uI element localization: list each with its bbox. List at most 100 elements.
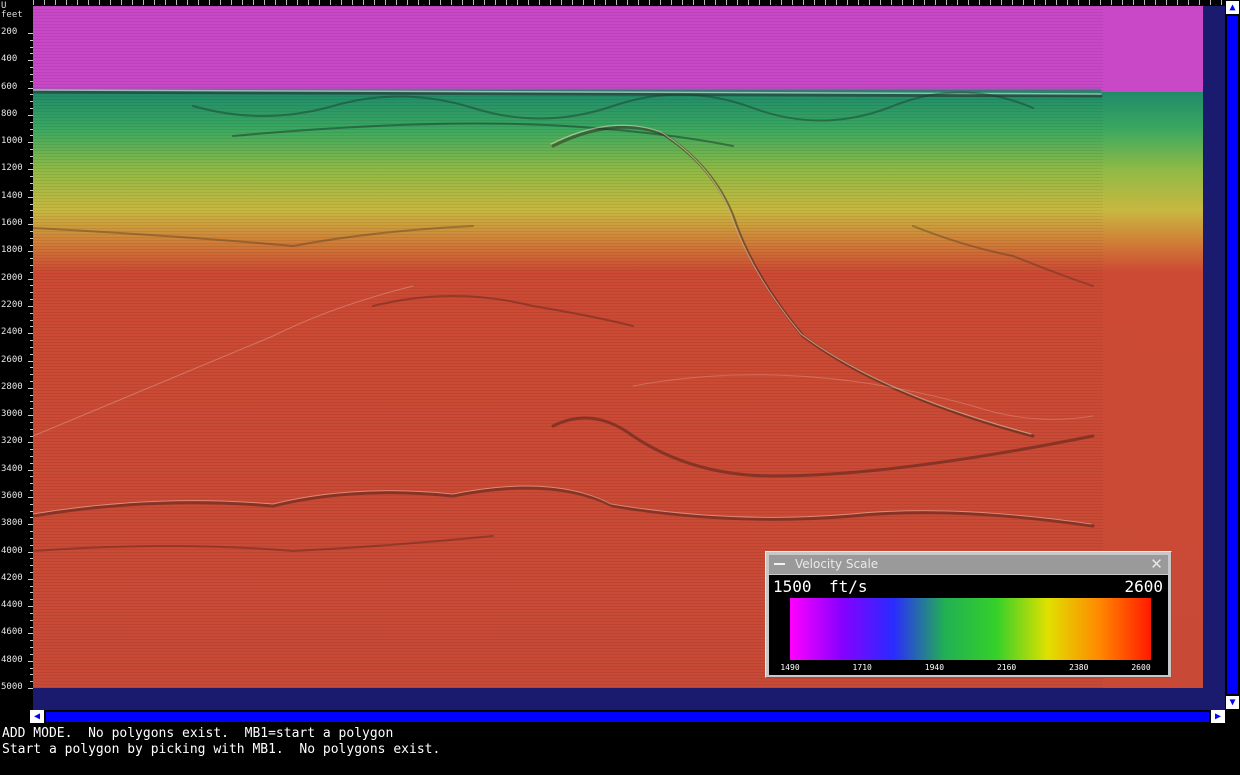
ruler-tick bbox=[1045, 0, 1046, 5]
ruler-tick bbox=[495, 0, 496, 5]
axis-minor-tick bbox=[30, 435, 33, 437]
velocity-window-titlebar[interactable]: Velocity Scale ✕ bbox=[769, 555, 1168, 574]
axis-minor-tick bbox=[30, 183, 33, 185]
axis-tick-mark bbox=[28, 87, 33, 89]
axis-tick-label: 600 bbox=[1, 81, 18, 92]
axis-minor-tick bbox=[30, 565, 33, 567]
ruler-tick bbox=[286, 0, 287, 5]
axis-tick-label: 2800 bbox=[1, 381, 23, 392]
ruler-tick bbox=[506, 0, 507, 5]
ruler-tick bbox=[913, 0, 914, 5]
axis-minor-tick bbox=[30, 258, 33, 260]
scroll-up-arrow-icon[interactable]: ▲ bbox=[1226, 1, 1239, 14]
axis-minor-tick bbox=[30, 203, 33, 205]
vertical-scroll-track[interactable] bbox=[1227, 16, 1238, 694]
axis-minor-tick bbox=[30, 39, 33, 41]
scroll-left-arrow-icon[interactable]: ◀ bbox=[30, 710, 44, 723]
axis-minor-tick bbox=[30, 155, 33, 157]
top-ruler bbox=[33, 0, 1225, 6]
axis-minor-tick bbox=[30, 647, 33, 649]
axis-minor-tick bbox=[30, 244, 33, 246]
ruler-tick bbox=[748, 0, 749, 5]
axis-minor-tick bbox=[30, 510, 33, 512]
ruler-tick bbox=[814, 0, 815, 5]
ruler-tick bbox=[407, 0, 408, 5]
ruler-tick bbox=[242, 0, 243, 5]
axis-tick-mark bbox=[28, 305, 33, 307]
axis-minor-tick bbox=[30, 264, 33, 266]
ruler-tick bbox=[198, 0, 199, 5]
axis-minor-tick bbox=[30, 80, 33, 82]
ruler-tick bbox=[869, 0, 870, 5]
axis-tick-label: 200 bbox=[1, 27, 18, 37]
axis-minor-tick bbox=[30, 626, 33, 628]
axis-minor-tick bbox=[30, 408, 33, 410]
ruler-tick bbox=[979, 0, 980, 5]
window-menu-icon[interactable] bbox=[772, 557, 787, 572]
ruler-tick bbox=[330, 0, 331, 5]
axis-minor-tick bbox=[30, 353, 33, 355]
axis-minor-tick bbox=[30, 674, 33, 676]
ruler-tick bbox=[297, 0, 298, 5]
axis-tick-label: 4000 bbox=[1, 545, 23, 556]
axis-tick-label: 2400 bbox=[1, 327, 23, 338]
ruler-tick bbox=[396, 0, 397, 5]
axis-minor-tick bbox=[30, 428, 33, 430]
ruler-tick bbox=[462, 0, 463, 5]
ruler-tick bbox=[638, 0, 639, 5]
ruler-tick bbox=[253, 0, 254, 5]
axis-minor-tick bbox=[30, 292, 33, 294]
axis-tick-mark bbox=[28, 524, 33, 526]
axis-minor-tick bbox=[30, 585, 33, 587]
ruler-tick bbox=[990, 0, 991, 5]
ruler-tick bbox=[1155, 0, 1156, 5]
axis-minor-tick bbox=[30, 380, 33, 382]
velocity-min-label: 1500 bbox=[773, 577, 812, 596]
axis-minor-tick bbox=[30, 135, 33, 137]
axis-minor-tick bbox=[30, 421, 33, 423]
ruler-tick bbox=[605, 0, 606, 5]
horizontal-scrollbar[interactable]: ◀ ▶ bbox=[30, 710, 1225, 724]
axis-tick-mark bbox=[28, 688, 33, 689]
ruler-tick bbox=[418, 0, 419, 5]
ruler-tick bbox=[220, 0, 221, 5]
axis-minor-tick bbox=[30, 210, 33, 212]
ruler-tick bbox=[803, 0, 804, 5]
ruler-tick bbox=[374, 0, 375, 5]
horizontal-scroll-track[interactable] bbox=[46, 712, 1209, 722]
ruler-tick bbox=[1133, 0, 1134, 5]
ruler-tick bbox=[66, 0, 67, 5]
ruler-tick bbox=[880, 0, 881, 5]
ruler-tick bbox=[1012, 0, 1013, 5]
ruler-tick bbox=[682, 0, 683, 5]
ruler-tick bbox=[1177, 0, 1178, 5]
axis-minor-tick bbox=[30, 640, 33, 642]
axis-minor-tick bbox=[30, 94, 33, 96]
ruler-tick bbox=[792, 0, 793, 5]
scroll-right-arrow-icon[interactable]: ▶ bbox=[1211, 710, 1225, 723]
axis-tick-label: 3400 bbox=[1, 463, 23, 474]
ruler-tick bbox=[583, 0, 584, 5]
ruler-tick bbox=[1067, 0, 1068, 5]
axis-tick-label: 800 bbox=[1, 108, 18, 119]
vertical-scrollbar[interactable]: ▲ ▼ bbox=[1225, 0, 1240, 710]
ruler-tick bbox=[539, 0, 540, 5]
axis-tick-mark bbox=[28, 224, 33, 226]
ruler-tick bbox=[77, 0, 78, 5]
velocity-tick-label: 1940 bbox=[924, 663, 945, 672]
velocity-max-label: 2600 bbox=[1124, 577, 1163, 596]
axis-minor-tick bbox=[30, 176, 33, 178]
axis-tick-mark bbox=[28, 551, 33, 553]
scroll-down-arrow-icon[interactable]: ▼ bbox=[1226, 696, 1239, 709]
ruler-tick bbox=[44, 0, 45, 5]
axis-minor-tick bbox=[30, 681, 33, 683]
ruler-tick bbox=[781, 0, 782, 5]
ruler-tick bbox=[231, 0, 232, 5]
close-icon[interactable]: ✕ bbox=[1150, 555, 1163, 573]
depth-axis: U feet 200 400 600 800 1000 1200 1400 1600 1800 2… bbox=[0, 0, 33, 710]
ruler-tick bbox=[88, 0, 89, 5]
axis-minor-tick bbox=[30, 592, 33, 594]
status-messages: ADD MODE. No polygons exist. MB1=start a… bbox=[2, 726, 1232, 758]
axis-minor-tick bbox=[30, 667, 33, 669]
ruler-tick bbox=[957, 0, 958, 5]
